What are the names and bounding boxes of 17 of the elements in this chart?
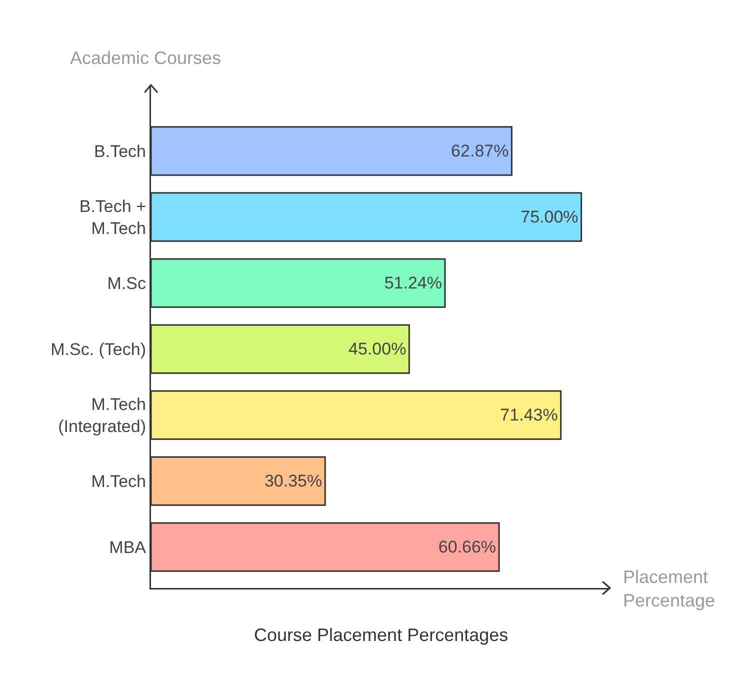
data-label: 30.35% <box>264 472 322 491</box>
y-tick-label: M.Sc <box>107 274 146 293</box>
data-label: 75.00% <box>520 208 578 227</box>
y-tick-label: M.Tech <box>91 472 146 492</box>
y-axis-title: Academic Courses <box>70 48 222 68</box>
data-label: 62.87% <box>451 142 509 161</box>
data-label: 60.66% <box>438 538 496 557</box>
y-tick-label: MBA <box>109 538 147 558</box>
data-label: 71.43% <box>500 406 558 425</box>
text: Course Placement Percentages <box>254 625 508 645</box>
y-tick-label: M.Tech (Integrated) <box>58 394 146 436</box>
data-label: 45.00% <box>348 340 406 359</box>
data-label: 51.24% <box>384 274 442 293</box>
x-axis-title: Placement Percentage <box>623 567 716 610</box>
y-tick-label: B.Tech + M.Tech <box>79 196 146 238</box>
y-tick-label: B.Tech <box>94 142 146 161</box>
y-tick-label: M.Sc. (Tech) <box>50 340 146 359</box>
